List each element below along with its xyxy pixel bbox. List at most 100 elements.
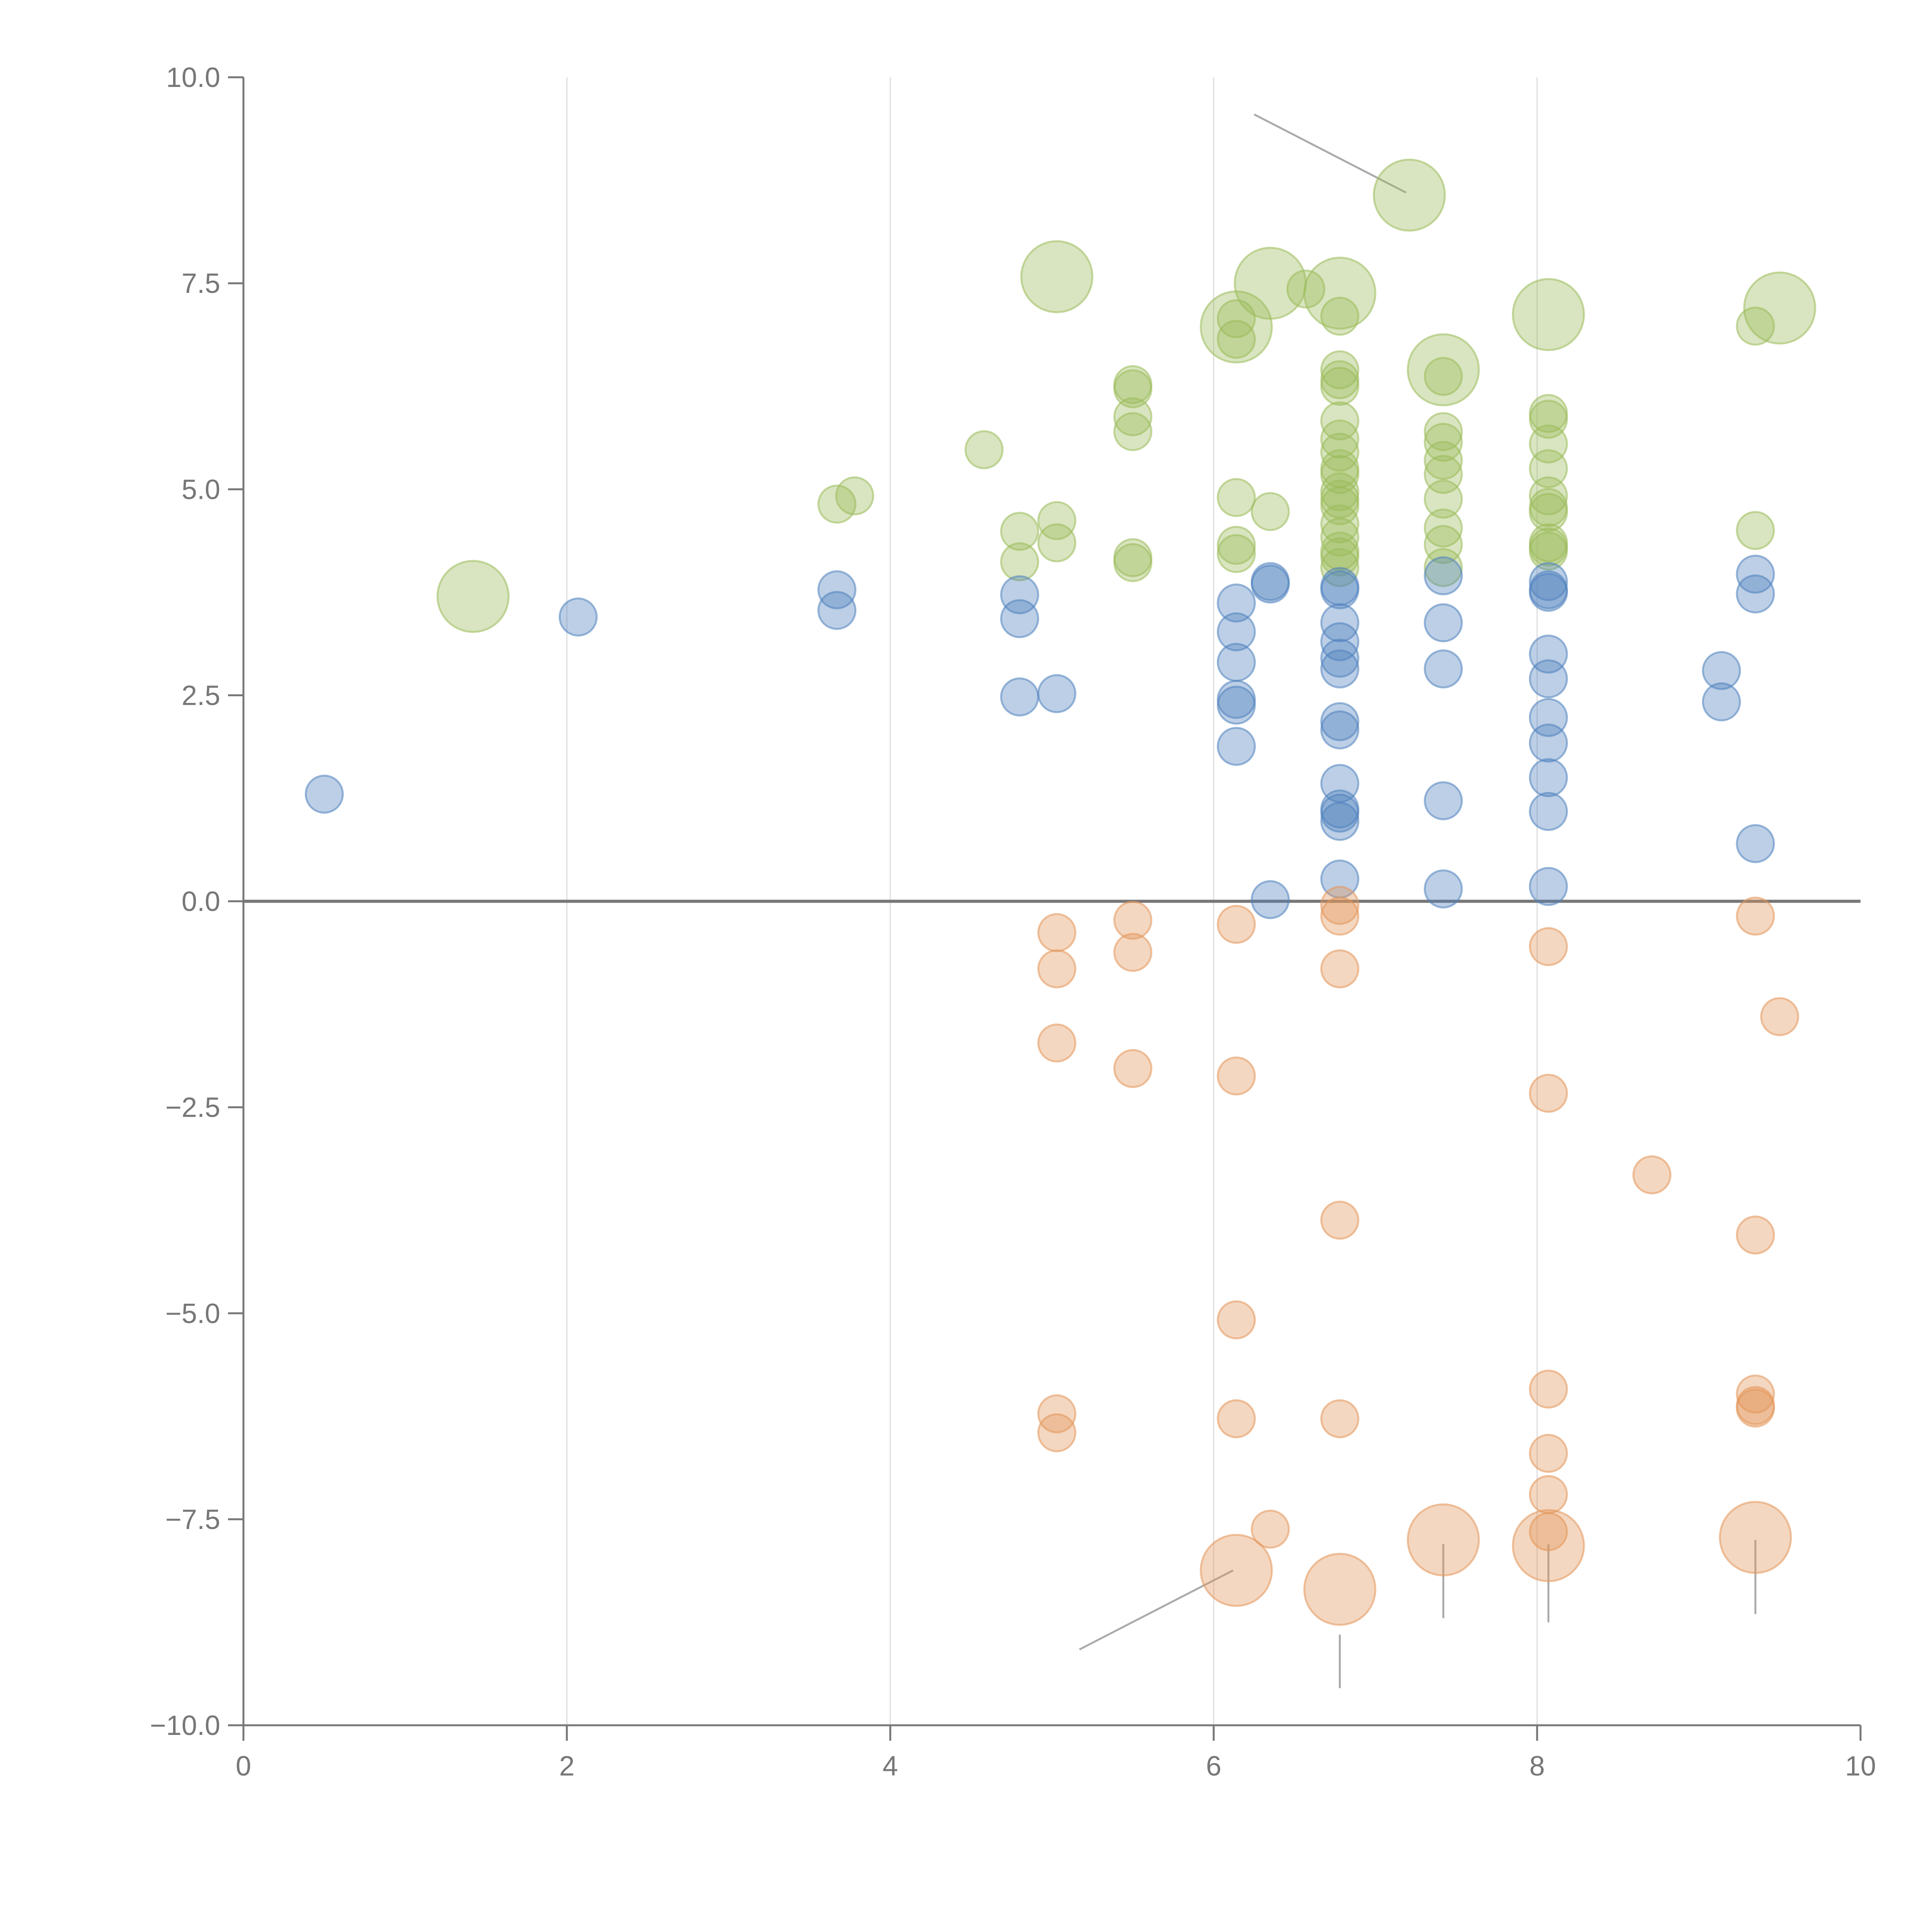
orange-point-16 [1320,1201,1359,1240]
green-big-point-1 [1020,240,1094,313]
x-tick-label-1: 2 [559,1751,575,1782]
orange-point-6 [1113,933,1153,972]
green-point-38 [1423,412,1463,451]
blue-point-32 [1423,649,1463,689]
green-big-point-5 [1372,158,1446,232]
green-big-point-8 [1743,271,1816,345]
green-point-8 [1113,369,1153,408]
y-tick-label-6: −5.0 [165,1298,220,1329]
orange-point-20 [1529,1369,1568,1409]
y-tick-label-4: 0.0 [182,886,220,917]
blue-point-34 [1423,869,1463,909]
green-point-45 [1423,548,1463,587]
orange-big-point-1 [1303,1553,1376,1626]
orange-point-9 [1217,1056,1256,1096]
y-tick-label-3: 2.5 [182,680,220,711]
orange-point-19 [1529,1073,1568,1113]
green-point-44 [1423,525,1463,564]
blue-point-13 [1217,727,1256,766]
series-orange [1037,886,1799,1626]
green-point-55 [1529,531,1568,571]
green-big-point-3 [1233,247,1307,320]
orange-point-0 [1037,913,1077,952]
y-tick-label-1: 7.5 [182,268,220,299]
green-point-10 [1113,412,1153,451]
blue-point-27 [1320,793,1359,833]
blue-point-45 [1702,651,1741,690]
blue-point-16 [1250,880,1290,919]
green-point-1 [835,476,874,515]
orange-point-15 [1320,949,1359,988]
x-tick-label-3: 6 [1206,1751,1221,1782]
leader-layer [1079,113,1757,1689]
blue-point-2 [817,570,857,609]
y-tick-label-8: −10.0 [150,1710,220,1741]
orange-point-7 [1113,1049,1153,1088]
blue-point-35 [1529,562,1568,601]
green-point-35 [1320,537,1359,577]
blue-point-21 [1320,638,1359,678]
green-point-16 [1217,320,1256,359]
blue-point-12 [1217,685,1256,725]
green-point-25 [1320,419,1359,459]
green-point-15 [1217,534,1256,573]
blue-point-49 [1736,824,1775,863]
blue-point-30 [1423,556,1463,595]
green-point-6 [1037,523,1077,563]
green-big-point-4 [1303,257,1376,330]
blue-point-6 [1000,677,1039,717]
green-point-32 [1320,504,1359,544]
orange-point-26 [1736,1215,1775,1255]
y-tick-label-7: −7.5 [165,1504,220,1535]
green-point-57 [1736,511,1775,550]
leader-line-1 [1079,1569,1234,1651]
blue-point-43 [1529,792,1568,831]
orange-big-point-3 [1512,1509,1585,1582]
green-point-4 [1000,542,1039,582]
green-point-14 [1217,526,1256,565]
green-point-20 [1320,296,1359,336]
green-point-13 [1217,478,1256,517]
orange-point-27 [1736,1374,1775,1414]
orange-point-13 [1320,886,1359,925]
blue-point-39 [1529,659,1568,699]
orange-big-point-0 [1200,1534,1273,1607]
x-tick-label-4: 8 [1529,1751,1545,1782]
green-point-26 [1320,432,1359,472]
blue-point-22 [1320,649,1359,689]
blue-point-28 [1320,802,1359,841]
orange-point-12 [1250,1509,1290,1549]
y-tick-label-5: −2.5 [165,1092,220,1123]
orange-point-29 [1736,1388,1775,1428]
blue-point-18 [1320,570,1359,609]
green-point-5 [1037,501,1077,540]
green-point-12 [1113,543,1153,582]
green-big-point-7 [1512,278,1585,351]
green-point-43 [1423,508,1463,548]
blue-point-1 [558,597,598,637]
green-point-37 [1423,357,1463,396]
green-point-49 [1529,449,1568,488]
green-point-50 [1529,476,1568,515]
orange-point-30 [1760,997,1799,1036]
green-point-21 [1320,350,1359,389]
green-point-9 [1113,397,1153,437]
green-big-point-6 [1406,333,1480,406]
orange-big-point-4 [1719,1501,1792,1574]
orange-point-1 [1037,949,1077,988]
green-point-33 [1320,517,1359,557]
blue-point-9 [1217,612,1256,651]
orange-point-17 [1320,1399,1359,1439]
orange-point-2 [1037,1023,1077,1063]
orange-point-10 [1217,1300,1256,1340]
orange-point-21 [1529,1434,1568,1473]
y-tick-label-2: 5.0 [182,474,220,505]
blue-point-41 [1529,723,1568,763]
orange-point-25 [1736,896,1775,936]
series-green [436,158,1816,633]
blue-point-4 [1000,575,1039,614]
orange-point-5 [1113,901,1153,940]
blue-point-15 [1250,564,1290,604]
